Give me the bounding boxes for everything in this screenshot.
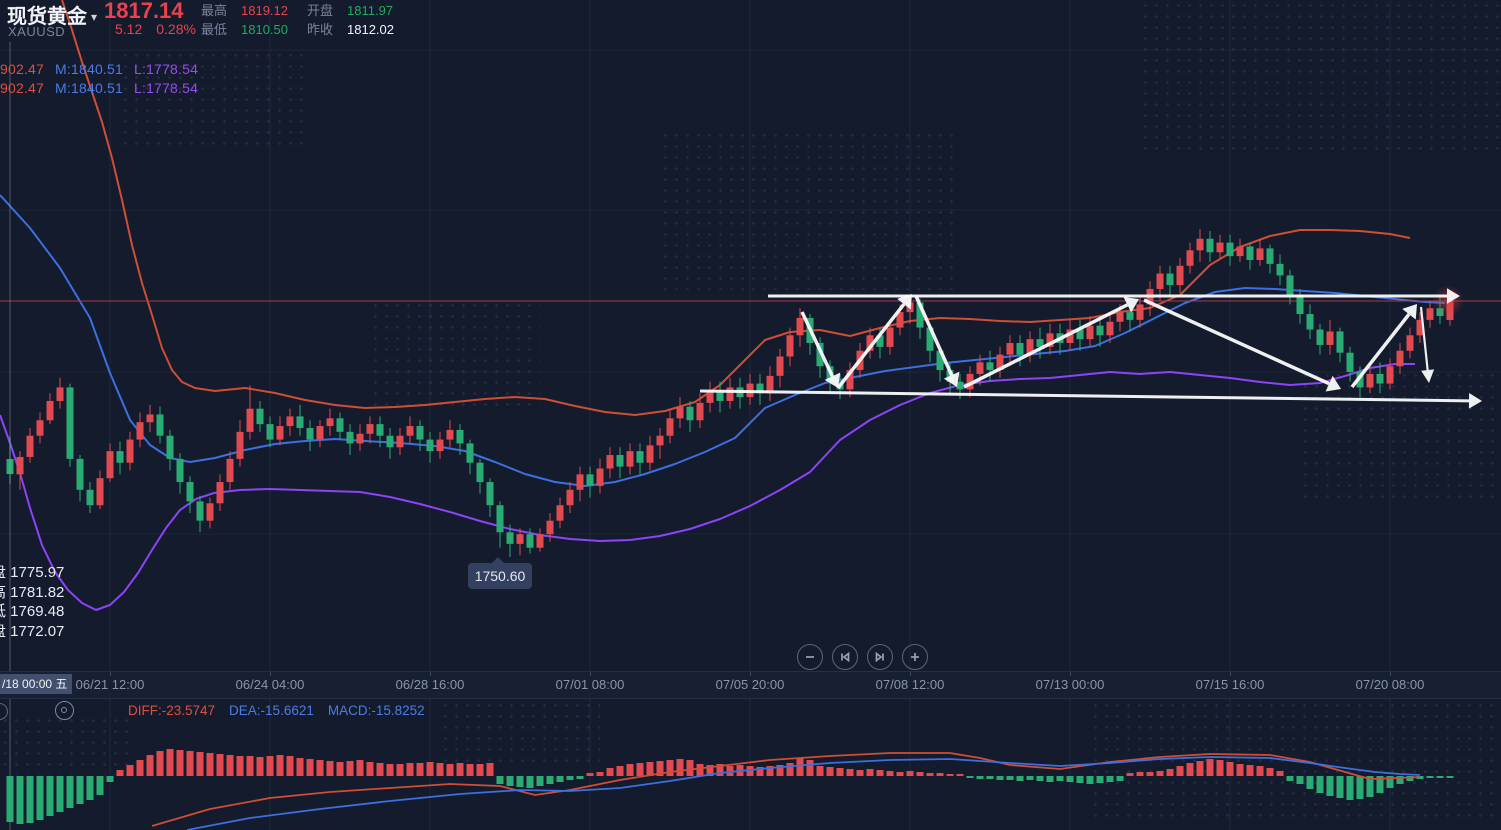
stat-value: 1810.50 xyxy=(241,22,288,37)
stat-label: 最高 xyxy=(201,3,228,18)
annotation-zigzag-7-down xyxy=(1419,306,1435,383)
crosshair-time-label: /18 00:00 五 xyxy=(0,674,73,694)
axis-tick xyxy=(270,672,271,676)
time-axis[interactable]: 06/21 12:00 06/24 04:00 06/28 16:00 07/01 0… xyxy=(0,671,1501,699)
zoom-in-button[interactable] xyxy=(902,644,928,670)
axis-tick xyxy=(430,672,431,676)
axis-label: 07/13 00:00 xyxy=(1035,677,1105,692)
macd-header: DIFF:-23.5747 DEA:-15.6621 MACD:-15.8252 xyxy=(0,700,700,722)
last-price: 1817.14 xyxy=(104,0,184,23)
axis-tick xyxy=(110,672,111,676)
boll-band-middle xyxy=(0,194,1446,487)
axis-label: 07/20 08:00 xyxy=(1355,677,1425,692)
macd-dea-line xyxy=(186,756,1421,830)
boll-upper-value: 902.47 xyxy=(0,61,45,77)
boll-band-lower xyxy=(0,363,1415,611)
candles xyxy=(6,229,1454,557)
stat-value: 1811.97 xyxy=(347,3,394,18)
annotation-zigzag-5-down xyxy=(1143,298,1341,392)
boll-middle-value: M:1840.51 xyxy=(55,61,123,77)
axis-label: 06/28 16:00 xyxy=(395,677,465,692)
price-marker: 1750.60 xyxy=(468,557,532,589)
skip-to-end-icon xyxy=(875,651,884,663)
axis-label: 07/01 08:00 xyxy=(555,677,625,692)
macd-diff-value: DIFF:-23.5747 xyxy=(128,703,216,718)
annotation-support-line xyxy=(699,389,1482,409)
annotation-zigzag-2-up xyxy=(836,294,912,390)
axis-label: 07/08 12:00 xyxy=(875,677,945,692)
stat-label: 开盘 xyxy=(307,3,334,18)
skip-to-start-icon xyxy=(841,651,850,663)
change-percent: 0.28% xyxy=(156,21,196,37)
axis-tick xyxy=(910,672,911,676)
gear-icon[interactable] xyxy=(55,701,74,720)
annotation-zigzag-3-down xyxy=(914,295,960,387)
skip-to-end-button[interactable] xyxy=(867,644,893,670)
boll-lower-value: L:1778.54 xyxy=(134,61,199,77)
boll-middle-value: M:1840.51 xyxy=(55,80,123,96)
axis-label: 06/24 04:00 xyxy=(235,677,305,692)
annotation-zigzag-1-down xyxy=(800,311,841,388)
axis-tick xyxy=(590,672,591,676)
symbol-code: XAUUSD xyxy=(8,24,66,39)
stat-label: 最低 xyxy=(201,22,228,37)
symbol-name: 现货黄金 xyxy=(7,6,87,28)
boll-lower-value: L:1778.54 xyxy=(134,80,199,96)
axis-tick xyxy=(1230,672,1231,676)
change-value: 5.12 xyxy=(115,21,143,37)
boll-readout-1: 902.47 M:1840.51 L:1778.54 xyxy=(0,61,209,77)
macd-pane xyxy=(6,749,1454,830)
axis-tick xyxy=(1070,672,1071,676)
macd-dea-value: DEA:-15.6621 xyxy=(229,703,314,718)
quote-stats: 最高 1819.12 开盘 1811.97 最低 1810.50 昨收 1812.02 xyxy=(201,3,421,37)
chevron-down-icon: ▾ xyxy=(91,10,98,24)
price-change: 5.12 0.28% xyxy=(115,21,210,37)
boll-upper-value: 902.47 xyxy=(0,80,45,96)
annotation-zigzag-6-up xyxy=(1350,304,1417,389)
stat-value: 1812.02 xyxy=(347,22,394,37)
axis-label: 06/21 12:00 xyxy=(75,677,145,692)
axis-label: 07/05 20:00 xyxy=(715,677,785,692)
minus-icon xyxy=(806,656,814,658)
macd-diff-line xyxy=(151,752,1421,827)
annotation-resistance-line xyxy=(768,288,1460,304)
axis-tick xyxy=(750,672,751,676)
stat-label: 昨收 xyxy=(307,22,334,37)
plus-icon xyxy=(911,653,919,661)
boll-readout-2: 902.47 M:1840.51 L:1778.54 xyxy=(0,80,209,96)
annotation-zigzag-4-up xyxy=(963,297,1139,389)
symbol-dropdown[interactable]: 现货黄金 ▾ xyxy=(7,0,97,29)
crosshair-ohlc-tooltip: 盘 1775.97 高 1781.82 低 1769.48 盘 1772.07 xyxy=(0,564,65,640)
boll-band-upper xyxy=(61,0,1411,416)
pane-icon-partial xyxy=(0,703,8,720)
zoom-out-button[interactable] xyxy=(797,644,823,670)
axis-tick xyxy=(1390,672,1391,676)
skip-to-start-button[interactable] xyxy=(832,644,858,670)
axis-label: 07/15 16:00 xyxy=(1195,677,1265,692)
macd-macd-value: MACD:-15.8252 xyxy=(327,703,425,718)
stat-value: 1819.12 xyxy=(241,3,288,18)
